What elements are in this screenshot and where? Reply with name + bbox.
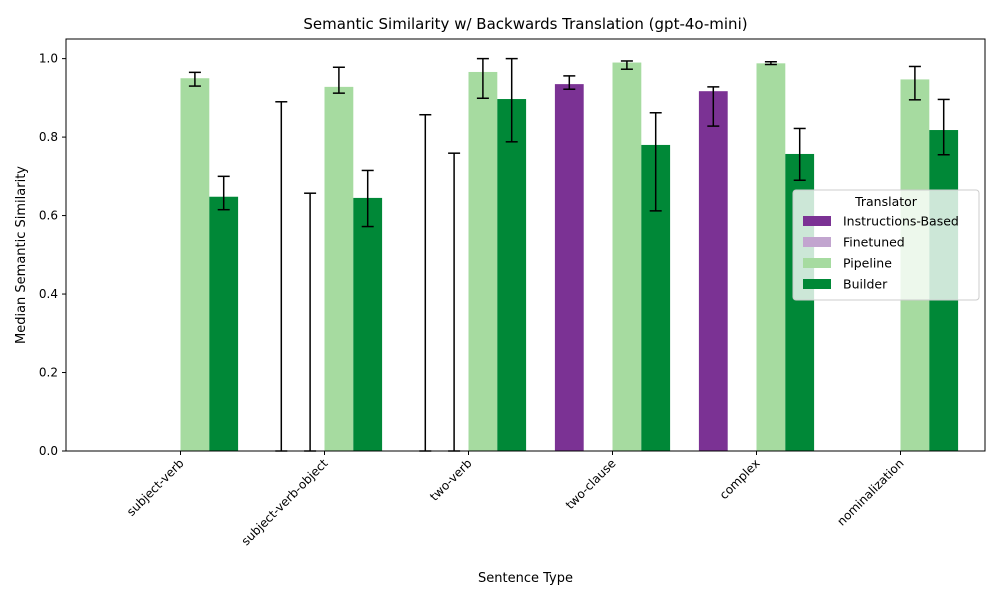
bar (324, 86, 354, 451)
bar (497, 99, 527, 451)
legend-label: Instructions-Based (843, 214, 959, 229)
legend-title: Translator (854, 194, 918, 209)
y-axis-label: Median Semantic Similarity (14, 166, 29, 344)
bar (554, 84, 584, 451)
x-axis-label: Sentence Type (478, 571, 573, 586)
bar (180, 78, 210, 451)
y-tick-label: 0.8 (39, 130, 58, 144)
y-tick-label: 1.0 (39, 52, 58, 66)
bar (612, 62, 642, 452)
plot-frame (65, 38, 986, 452)
y-tick-label: 0.6 (39, 209, 58, 223)
y-tick-label: 0.4 (39, 287, 58, 301)
x-tick-label: nominalization (834, 456, 906, 528)
bar (209, 196, 239, 451)
legend-swatch (803, 237, 831, 247)
y-tick-label: 0.0 (39, 444, 58, 458)
legend-swatch (803, 279, 831, 289)
y-tick-label: 0.2 (39, 366, 58, 380)
x-tick-label: two-verb (427, 456, 474, 503)
legend: Translator Instructions-Based Finetuned Pip… (792, 189, 980, 301)
bar (353, 197, 383, 451)
x-tick-label: complex (717, 456, 763, 502)
legend-box (792, 189, 980, 301)
chart-title: Semantic Similarity w/ Backwards Transla… (303, 15, 747, 33)
legend-swatch (803, 216, 831, 226)
x-tick-label: subject-verb-object (239, 456, 331, 548)
legend-swatch (803, 258, 831, 268)
bars-layer (180, 62, 959, 452)
error-bars-layer (188, 57, 950, 452)
x-tick-label: two-clause (563, 456, 619, 512)
x-tick-label: subject-verb (124, 456, 187, 519)
bar (756, 63, 786, 452)
bar (468, 71, 498, 452)
legend-label: Pipeline (843, 256, 892, 271)
bar (698, 91, 728, 451)
legend-label: Finetuned (843, 235, 905, 250)
legend-label: Builder (843, 277, 888, 292)
